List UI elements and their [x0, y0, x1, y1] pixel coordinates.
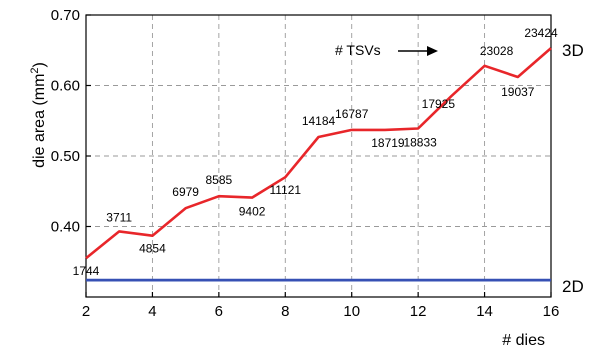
x-tick-label-8: 8 [281, 303, 289, 320]
x-tick-label-10: 10 [343, 303, 360, 320]
x-tick-label-16: 16 [543, 303, 560, 320]
series-lines [85, 47, 552, 282]
series-line-3d [85, 47, 552, 260]
point-label-18833: 18833 [403, 136, 437, 150]
annotation-arrowhead [427, 46, 438, 56]
point-label-11121: 11121 [269, 183, 301, 197]
grid [86, 15, 551, 297]
point-label-16787: 16787 [335, 107, 369, 121]
plot-frame [85, 14, 552, 298]
x-tick-label-6: 6 [215, 303, 223, 320]
point-label-17925: 17925 [422, 97, 456, 111]
y-tick-label-0.70: 0.70 [51, 7, 80, 24]
y-axis-title: die area (mm2) [29, 62, 48, 168]
point-label-3711: 3711 [106, 210, 132, 224]
y-axis-title-close: ) [31, 62, 48, 67]
point-label-9402: 9402 [239, 205, 266, 219]
axes: 2 4 6 8 10 12 14 16 0.40 0.50 0.60 0.70 [51, 7, 560, 320]
y-tick-label-0.40: 0.40 [51, 219, 80, 236]
point-label-1744: 1744 [73, 264, 100, 278]
point-label-18719: 18719 [371, 136, 405, 150]
y-axis-title-superscript: 2 [29, 67, 41, 73]
y-tick-label-0.50: 0.50 [51, 148, 80, 165]
point-label-4854: 4854 [139, 242, 166, 256]
annotation-label: # TSVs [335, 42, 381, 58]
point-label-23028: 23028 [480, 44, 514, 58]
point-label-14184: 14184 [302, 114, 336, 128]
x-tick-label-14: 14 [476, 303, 493, 320]
x-tick-label-4: 4 [148, 303, 156, 320]
series-label-2d: 2D [562, 277, 584, 296]
point-label-19037: 19037 [501, 85, 535, 99]
point-label-23424: 23424 [524, 26, 558, 40]
y-axis-title-main: die area (mm [31, 74, 48, 168]
y-tick-label-0.60: 0.60 [51, 78, 80, 95]
x-tick-label-2: 2 [82, 303, 90, 320]
series-label-3d: 3D [562, 41, 584, 60]
x-axis-title: # dies [502, 332, 545, 349]
x-tick-label-12: 12 [410, 303, 427, 320]
point-label-6979: 6979 [172, 185, 199, 199]
point-label-8585: 8585 [206, 173, 233, 187]
